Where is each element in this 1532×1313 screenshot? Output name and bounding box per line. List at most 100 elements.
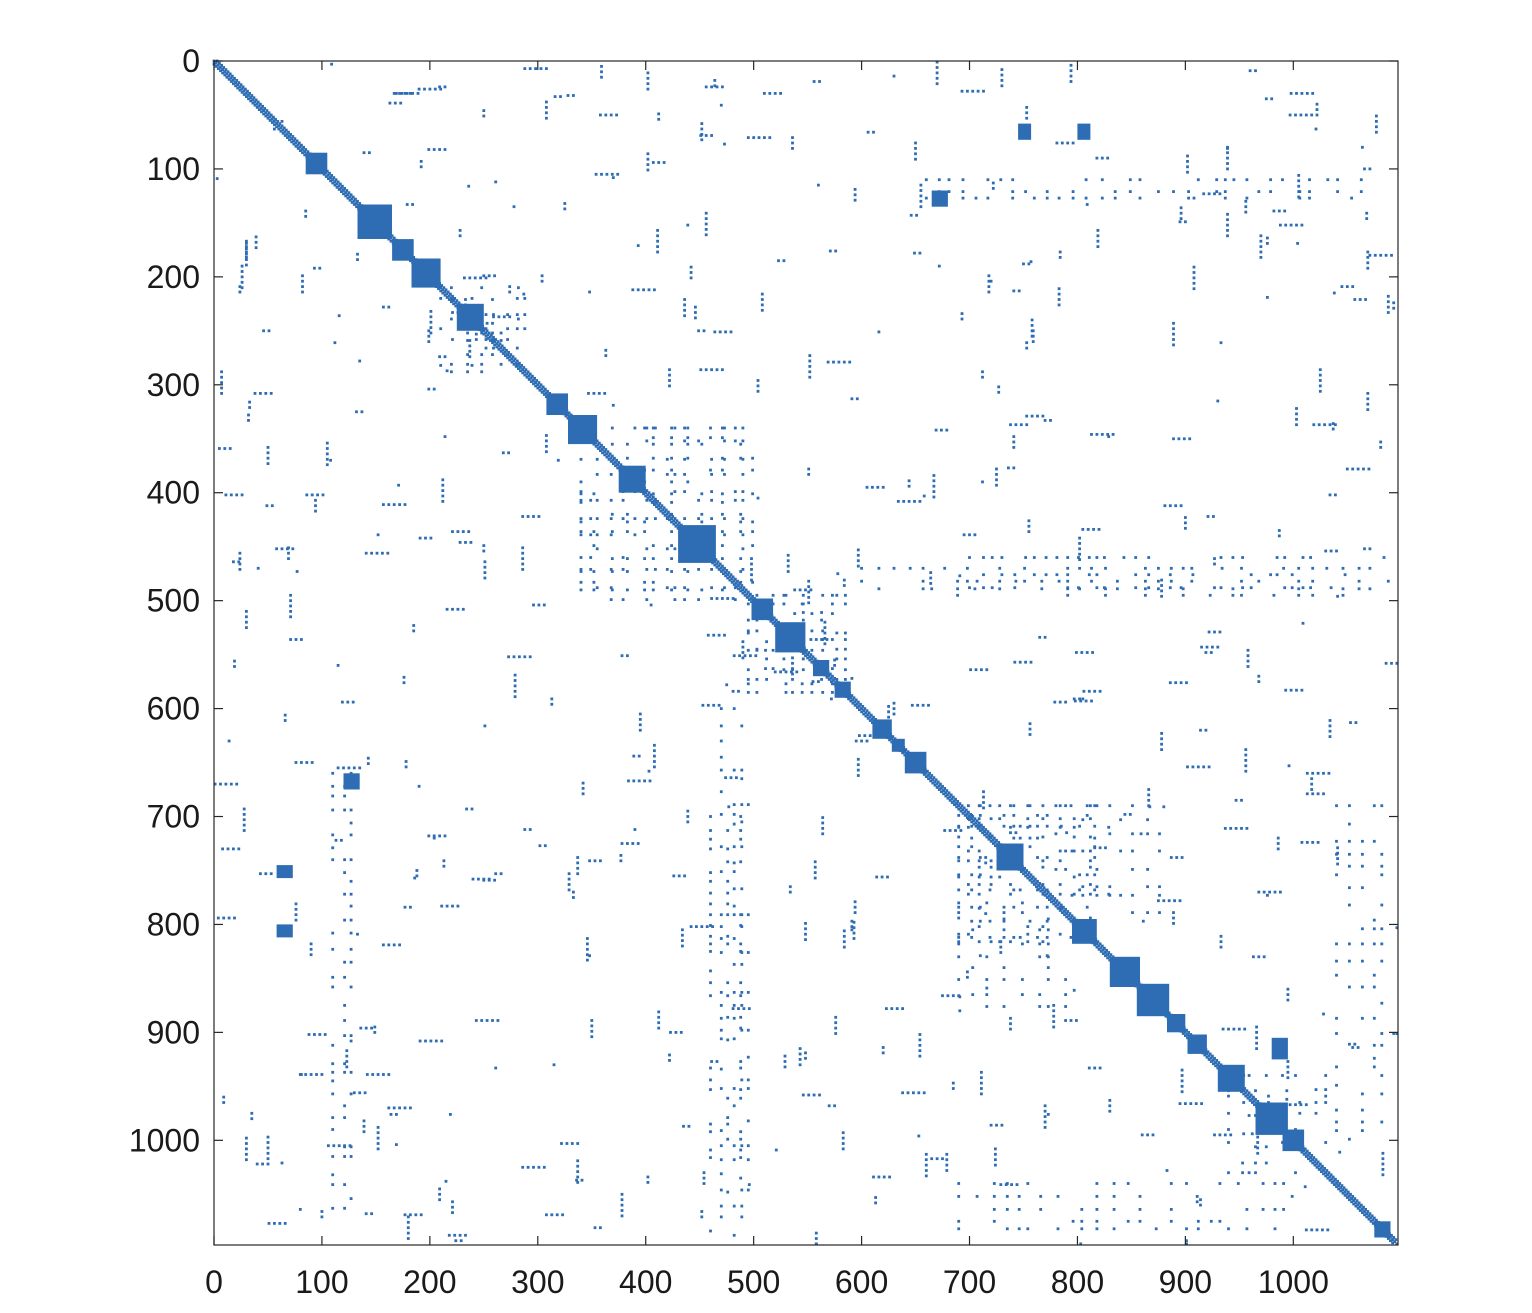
nonzero-mark (1348, 959, 1351, 963)
nonzero-mark (709, 879, 712, 883)
nonzero-mark (937, 178, 941, 182)
nonzero-mark (719, 870, 723, 873)
nonzero-mark (1109, 953, 1113, 957)
nonzero-mark (245, 620, 248, 624)
nonzero-mark (1311, 92, 1315, 95)
nonzero-mark (1059, 903, 1063, 907)
nonzero-mark (793, 612, 797, 615)
nonzero-mark (617, 461, 621, 464)
nonzero-mark (291, 135, 295, 138)
nonzero-mark (1370, 1214, 1374, 1218)
nonzero-mark (660, 504, 664, 508)
nonzero-mark (451, 297, 454, 300)
nonzero-mark (331, 1092, 335, 1096)
nonzero-mark (1157, 899, 1160, 903)
nonzero-mark (657, 1021, 661, 1025)
nonzero-mark (1012, 905, 1016, 909)
nonzero-mark (1041, 817, 1045, 821)
nonzero-mark (1005, 1208, 1009, 1211)
nonzero-mark (238, 285, 242, 288)
nonzero-mark (1353, 1042, 1357, 1046)
nonzero-mark (914, 141, 917, 145)
nonzero-mark (1334, 493, 1337, 497)
nonzero-mark (1104, 593, 1107, 597)
nonzero-mark (823, 620, 827, 624)
nonzero-mark (222, 1101, 226, 1104)
nonzero-mark (747, 1183, 751, 1186)
nonzero-mark (695, 925, 698, 928)
nonzero-mark (686, 480, 690, 484)
nonzero-mark (526, 1165, 530, 1169)
nonzero-mark (480, 331, 484, 335)
nonzero-mark (541, 385, 545, 389)
nonzero-mark (648, 498, 652, 502)
nonzero-mark (1050, 897, 1053, 900)
nonzero-mark (528, 655, 532, 659)
diagonal-block (1109, 956, 1140, 987)
nonzero-mark (732, 654, 736, 658)
nonzero-mark (723, 457, 726, 461)
nonzero-mark (1069, 74, 1073, 78)
nonzero-mark (439, 289, 443, 293)
nonzero-mark (808, 370, 812, 374)
nonzero-mark (957, 940, 961, 944)
y-tick-label: 700 (147, 799, 200, 835)
nonzero-mark (968, 586, 971, 590)
nonzero-mark (468, 276, 472, 280)
nonzero-mark (741, 533, 745, 537)
nonzero-mark (651, 456, 655, 460)
nonzero-mark (638, 723, 642, 727)
nonzero-mark (1041, 892, 1045, 896)
nonzero-mark (935, 60, 939, 64)
nonzero-mark (967, 892, 970, 896)
nonzero-mark (1305, 771, 1309, 775)
nonzero-mark (1066, 910, 1070, 913)
nonzero-mark (269, 113, 273, 117)
nonzero-mark (1284, 688, 1288, 692)
nonzero-mark (704, 217, 708, 220)
nonzero-mark (1044, 573, 1048, 577)
nonzero-mark (1287, 764, 1291, 768)
nonzero-mark (967, 817, 970, 821)
nonzero-mark (747, 594, 751, 598)
nonzero-mark (668, 373, 671, 377)
nonzero-mark (382, 1073, 385, 1076)
nonzero-mark (333, 183, 337, 187)
nonzero-mark (806, 656, 809, 660)
nonzero-mark (1184, 526, 1187, 530)
nonzero-mark (856, 700, 860, 704)
nonzero-mark (526, 515, 530, 518)
nonzero-mark (670, 517, 673, 520)
nonzero-mark (1196, 1219, 1200, 1223)
nonzero-mark (499, 339, 503, 342)
nonzero-mark (813, 871, 817, 874)
nonzero-mark (458, 1233, 462, 1237)
nonzero-mark (1077, 586, 1080, 590)
nonzero-mark (808, 359, 812, 363)
nonzero-mark (732, 904, 736, 908)
nonzero-mark (403, 905, 407, 909)
nonzero-mark (502, 315, 506, 319)
nonzero-mark (764, 648, 767, 652)
nonzero-mark (463, 276, 466, 280)
nonzero-mark (1244, 205, 1248, 209)
nonzero-mark (1368, 547, 1372, 551)
nonzero-mark (444, 288, 448, 292)
nonzero-mark (719, 570, 723, 573)
nonzero-mark (1219, 940, 1223, 944)
nonzero-mark (791, 667, 794, 670)
nonzero-mark (1324, 1171, 1328, 1175)
nonzero-mark (841, 1131, 845, 1135)
diagonal-block (775, 622, 806, 653)
nonzero-mark (918, 1049, 922, 1053)
nonzero-mark (1072, 697, 1076, 701)
nonzero-mark (957, 873, 961, 877)
nonzero-mark (887, 710, 890, 714)
nonzero-mark (735, 582, 738, 585)
nonzero-mark (376, 1131, 380, 1135)
nonzero-mark (235, 493, 239, 497)
nonzero-mark (355, 202, 358, 205)
nonzero-mark (906, 1091, 910, 1095)
nonzero-mark (1367, 1217, 1371, 1221)
nonzero-mark (1106, 156, 1110, 160)
